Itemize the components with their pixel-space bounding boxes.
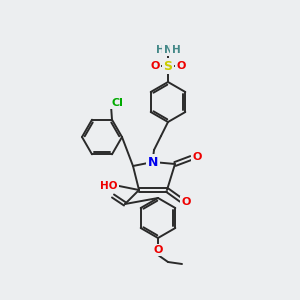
Text: H: H [172,45,180,55]
Text: HO: HO [100,181,118,191]
Text: O: O [181,197,191,207]
Text: O: O [150,61,160,71]
Text: O: O [153,245,163,255]
Text: N: N [148,155,158,169]
Text: Cl: Cl [111,98,123,108]
Text: O: O [176,61,186,71]
Text: O: O [192,152,202,162]
Text: H: H [156,45,164,55]
Text: S: S [164,59,172,73]
Text: N: N [164,45,172,55]
